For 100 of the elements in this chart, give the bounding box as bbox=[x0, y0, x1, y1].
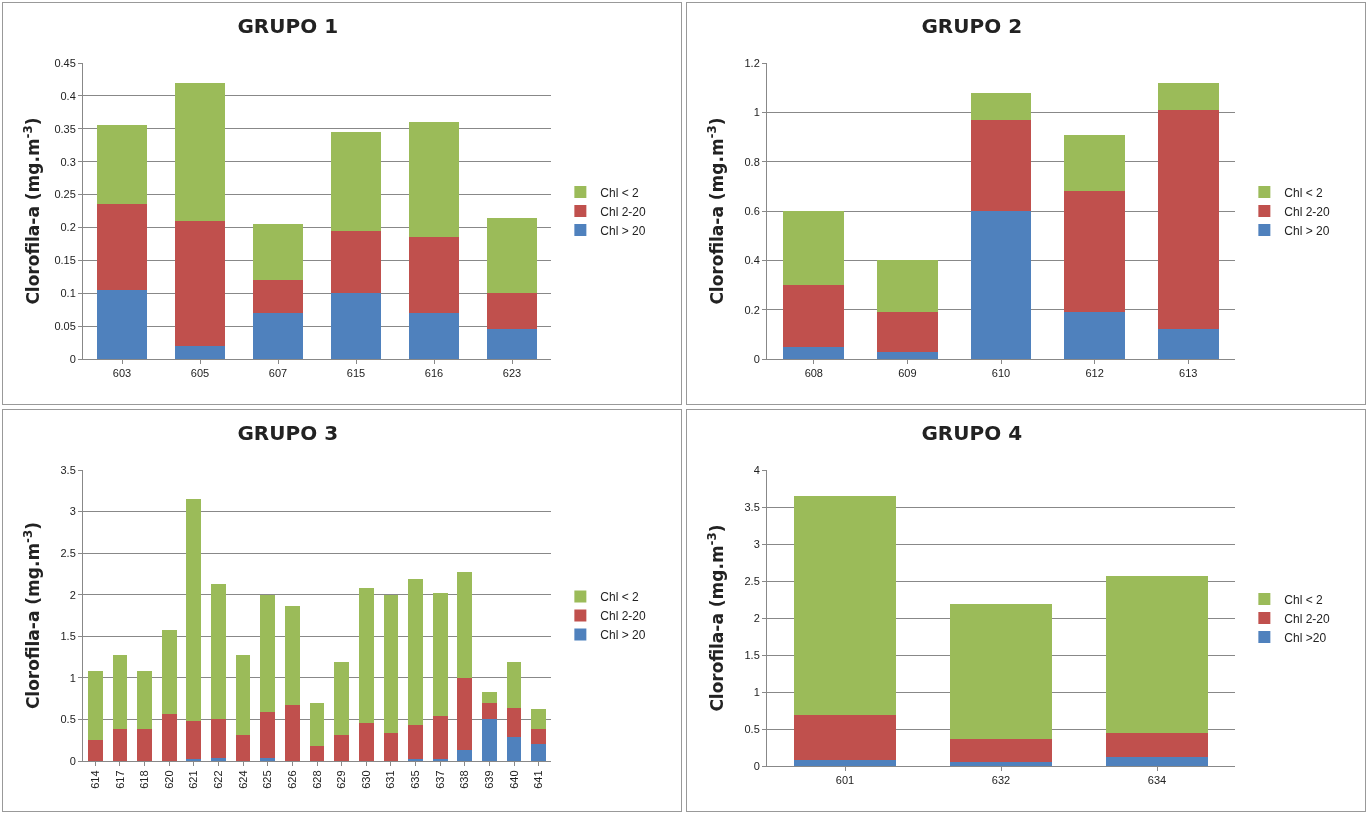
bar bbox=[1106, 757, 1208, 766]
bar bbox=[330, 132, 382, 231]
x-tick-label: 612 bbox=[1085, 367, 1104, 380]
y-tick-label: 0.15 bbox=[54, 254, 76, 267]
legend-label: Chl 2-20 bbox=[600, 204, 647, 219]
bar bbox=[482, 702, 497, 720]
x-tick-label: 625 bbox=[261, 770, 274, 789]
bar bbox=[970, 119, 1032, 211]
x-tick-label: 639 bbox=[483, 770, 495, 789]
bar bbox=[334, 735, 350, 761]
y-tick-label: 1.5 bbox=[60, 630, 76, 643]
x-tick-label: 608 bbox=[804, 367, 823, 380]
x-tick-label: 601 bbox=[835, 774, 855, 787]
x-tick-label: 635 bbox=[409, 770, 422, 789]
bar bbox=[358, 588, 374, 723]
bar bbox=[531, 743, 547, 761]
y-tick-label: 0.8 bbox=[744, 155, 760, 168]
x-tick-label: 620 bbox=[162, 770, 175, 789]
y-tick-label: 3 bbox=[753, 537, 760, 550]
bar bbox=[1157, 82, 1219, 110]
x-tick-label: 640 bbox=[507, 770, 520, 789]
x-tick-label: 613 bbox=[1179, 367, 1198, 380]
x-tick-label: 615 bbox=[346, 367, 366, 380]
y-tick-label: 3 bbox=[69, 505, 76, 518]
bar bbox=[950, 762, 1052, 766]
bar bbox=[96, 204, 148, 290]
bar bbox=[876, 351, 938, 359]
bar bbox=[161, 714, 177, 761]
bar bbox=[137, 728, 152, 761]
legend-label: Chl > 20 bbox=[1284, 223, 1330, 238]
legend-label: Chl < 2 bbox=[600, 590, 640, 605]
x-tick-label: 609 bbox=[898, 367, 917, 380]
y-tick-label: 4 bbox=[753, 463, 760, 476]
bar bbox=[482, 719, 497, 761]
bar bbox=[876, 312, 938, 352]
y-tick-label: 0.1 bbox=[60, 287, 76, 300]
legend-label: Chl >20 bbox=[1284, 630, 1327, 645]
bar bbox=[408, 578, 423, 726]
x-tick-label: 637 bbox=[433, 770, 446, 789]
bar bbox=[970, 92, 1032, 120]
bar bbox=[252, 224, 304, 281]
y-tick-label: 2.5 bbox=[60, 546, 76, 559]
y-tick-label: 0.2 bbox=[60, 221, 76, 234]
y-tick-label: 2 bbox=[69, 588, 76, 601]
bar bbox=[408, 237, 460, 313]
legend-label: Chl > 20 bbox=[600, 223, 646, 238]
bar bbox=[112, 655, 128, 729]
bar bbox=[309, 702, 325, 747]
bar bbox=[432, 716, 448, 760]
bar bbox=[137, 671, 152, 729]
x-tick-label: 605 bbox=[190, 367, 210, 380]
bar bbox=[794, 760, 896, 766]
x-tick-label: 616 bbox=[424, 367, 444, 380]
bar bbox=[383, 732, 399, 761]
bar bbox=[457, 572, 473, 678]
y-tick-label: 0.25 bbox=[54, 188, 76, 201]
bar bbox=[794, 714, 896, 761]
bar bbox=[334, 662, 350, 736]
y-tick-label: 0.2 bbox=[744, 303, 760, 316]
bar bbox=[174, 220, 226, 346]
bar bbox=[211, 719, 226, 758]
y-tick-label: 2.5 bbox=[744, 574, 760, 587]
bar bbox=[486, 329, 538, 359]
y-tick-label: 0.35 bbox=[54, 122, 76, 135]
bar bbox=[235, 735, 251, 761]
y-tick-label: 1 bbox=[69, 671, 76, 684]
bar bbox=[260, 757, 276, 761]
bar bbox=[408, 312, 460, 359]
legend-label: Chl < 2 bbox=[1284, 185, 1324, 200]
y-tick-label: 0.5 bbox=[744, 722, 760, 735]
x-tick-label: 626 bbox=[285, 770, 298, 789]
bar bbox=[211, 757, 226, 761]
bar bbox=[783, 285, 845, 347]
bar bbox=[284, 705, 300, 761]
x-tick-label: 617 bbox=[113, 770, 126, 789]
x-tick-label: 629 bbox=[335, 770, 348, 789]
legend-label: Chl > 20 bbox=[600, 628, 646, 643]
y-tick-label: 1.5 bbox=[744, 648, 760, 661]
x-tick-label: 624 bbox=[236, 770, 249, 789]
y-tick-label: 0 bbox=[753, 352, 760, 365]
bar bbox=[1064, 191, 1126, 313]
bar bbox=[87, 740, 103, 761]
x-tick-label: 634 bbox=[1147, 774, 1167, 787]
bar bbox=[1157, 109, 1219, 330]
x-tick-label: 621 bbox=[187, 770, 200, 789]
bar bbox=[330, 230, 382, 294]
bar bbox=[186, 721, 202, 759]
y-tick-label: 0.45 bbox=[54, 56, 76, 69]
x-tick-label: 632 bbox=[991, 774, 1011, 787]
bar bbox=[96, 289, 148, 359]
bar bbox=[252, 280, 304, 313]
x-tick-label: 618 bbox=[138, 770, 151, 789]
bar bbox=[1106, 575, 1208, 734]
bar bbox=[950, 603, 1052, 739]
bar bbox=[457, 677, 473, 751]
bar bbox=[486, 293, 538, 330]
bar bbox=[783, 346, 845, 359]
bar bbox=[1064, 134, 1126, 192]
x-tick-label: 603 bbox=[112, 367, 132, 380]
bar bbox=[457, 750, 473, 761]
